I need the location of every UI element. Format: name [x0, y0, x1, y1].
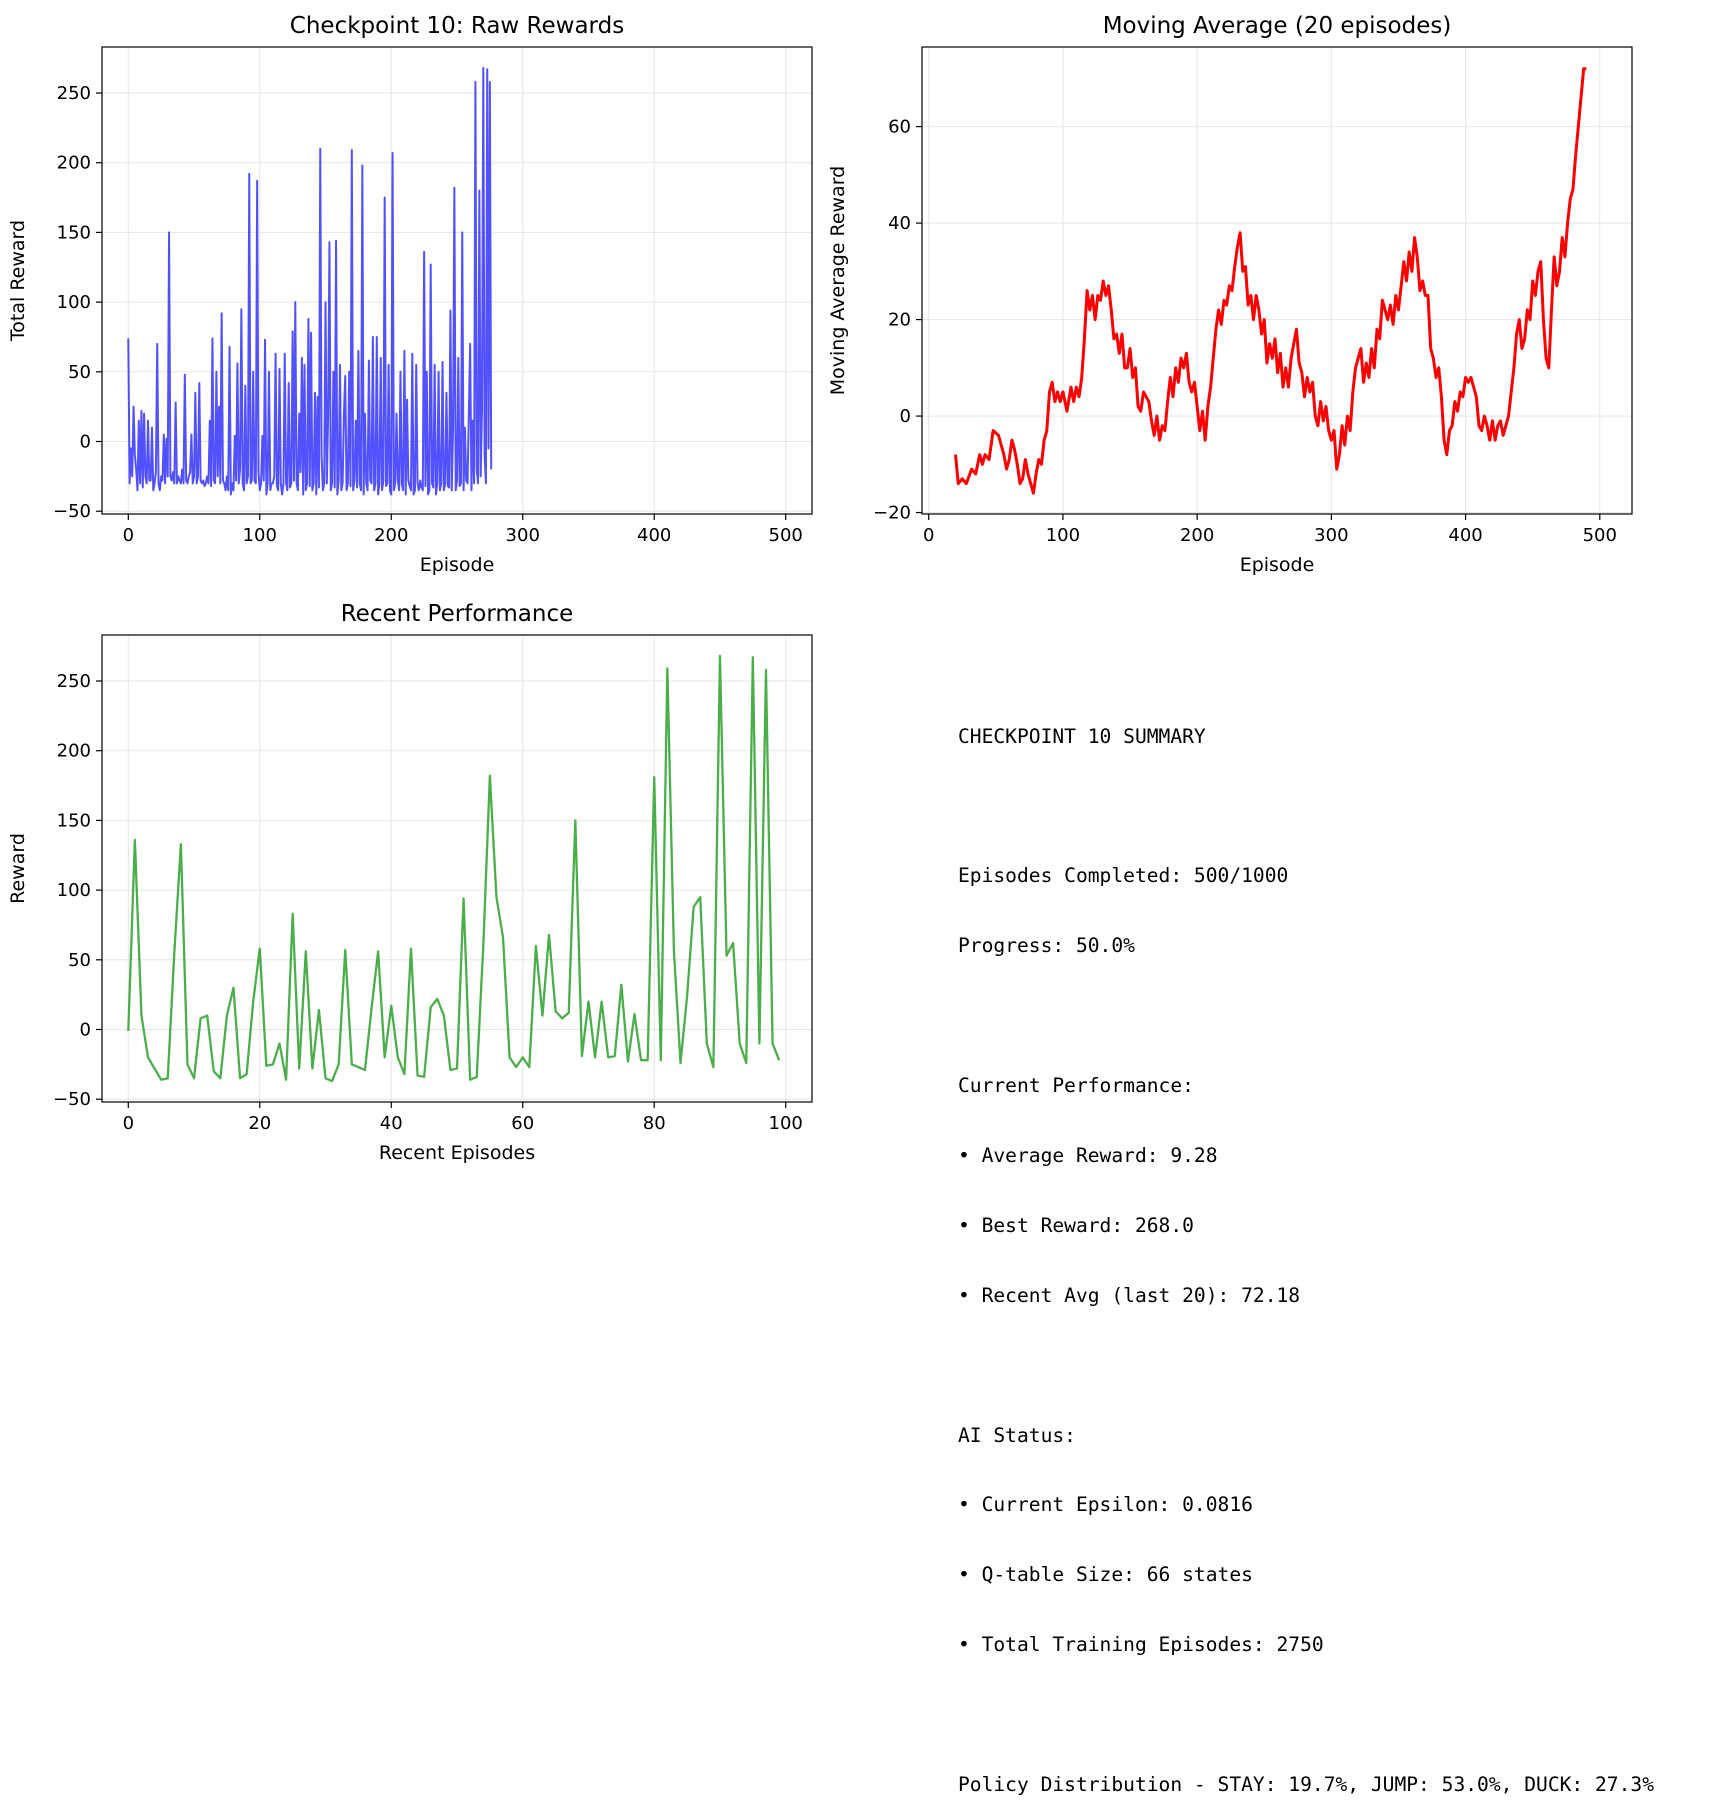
- summary-episodes: Episodes Completed: 500/1000: [958, 864, 1289, 888]
- summary-best-reward: • Best Reward: 268.0: [958, 1213, 1194, 1237]
- summary-policy-distribution: Policy Distribution - STAY: 19.7%, JUMP:…: [958, 1772, 1654, 1796]
- y-tick-label: 50: [68, 950, 91, 971]
- series-line: [127, 66, 493, 496]
- chart-title: Recent Performance: [341, 601, 574, 627]
- y-tick-label: 40: [888, 213, 911, 234]
- y-axis-label: Total Reward: [7, 220, 29, 342]
- x-tick-label: 80: [643, 1113, 666, 1134]
- x-tick-label: 200: [1180, 525, 1214, 546]
- y-tick-label: 250: [57, 83, 91, 104]
- y-tick-label: 200: [57, 741, 91, 762]
- y-axis-label: Reward: [7, 833, 29, 904]
- x-tick-label: 0: [923, 525, 934, 546]
- x-tick-label: 0: [123, 525, 134, 546]
- x-tick-label: 100: [243, 525, 277, 546]
- y-tick-label: 150: [57, 222, 91, 243]
- summary-performance-heading: Current Performance:: [958, 1074, 1194, 1098]
- summary-total-episodes: • Total Training Episodes: 2750: [958, 1633, 1324, 1657]
- y-tick-label: 250: [57, 671, 91, 692]
- y-tick-label: 50: [68, 362, 91, 383]
- summary-recent-average: • Recent Avg (last 20): 72.18: [958, 1283, 1301, 1307]
- checkpoint-summary: CHECKPOINT 10 SUMMARY Episodes Completed…: [958, 678, 1654, 1820]
- summary-epsilon: • Current Epsilon: 0.0816: [958, 1493, 1253, 1517]
- summary-average-reward: • Average Reward: 9.28: [958, 1143, 1218, 1167]
- summary-ai-status-heading: AI Status:: [958, 1423, 1076, 1447]
- y-tick-label: −20: [873, 503, 911, 524]
- summary-progress: Progress: 50.0%: [958, 934, 1135, 958]
- y-tick-label: 150: [57, 810, 91, 831]
- y-tick-label: 0: [80, 432, 91, 453]
- y-tick-label: 0: [900, 406, 911, 427]
- recent-performance-plot: 0 20 40 60 80 100 −50 0 50 100 150 200 250 Recent Per…: [7, 601, 813, 1164]
- x-tick-label: 100: [769, 1113, 803, 1134]
- x-axis-label: Recent Episodes: [379, 1142, 535, 1164]
- plot-frame: [101, 634, 813, 1103]
- y-tick-label: 0: [80, 1020, 91, 1041]
- x-tick-label: 400: [1448, 525, 1482, 546]
- x-tick-label: 40: [380, 1113, 403, 1134]
- x-tick-label: 20: [248, 1113, 271, 1134]
- y-tick-label: 100: [57, 880, 91, 901]
- x-axis-label: Episode: [1240, 554, 1315, 576]
- x-tick-label: 0: [123, 1113, 134, 1134]
- plot-frame: [921, 46, 1633, 515]
- chart-title: Checkpoint 10: Raw Rewards: [290, 13, 624, 39]
- x-tick-label: 300: [506, 525, 540, 546]
- y-tick-label: −50: [53, 501, 91, 522]
- x-tick-label: 200: [374, 525, 408, 546]
- y-tick-label: 60: [888, 117, 911, 138]
- y-axis-label: Moving Average Reward: [827, 166, 849, 396]
- chart-title: Moving Average (20 episodes): [1103, 13, 1452, 39]
- plot-frame: [101, 46, 813, 515]
- x-tick-label: 60: [511, 1113, 534, 1134]
- figure: 0 100 200 300 400 500−50050100150200250Checkp…: [7, 13, 1633, 1164]
- x-tick-label: 400: [637, 525, 671, 546]
- y-tick-label: −50: [53, 1089, 91, 1110]
- y-tick-label: 20: [888, 310, 911, 331]
- y-tick-label: 200: [57, 153, 91, 174]
- x-tick-label: 500: [769, 525, 803, 546]
- x-tick-label: 500: [1583, 525, 1617, 546]
- x-axis-label: Episode: [420, 554, 495, 576]
- summary-heading: CHECKPOINT 10 SUMMARY: [958, 724, 1206, 748]
- x-tick-label: 100: [1046, 525, 1080, 546]
- series-line: [127, 654, 781, 1083]
- moving-average-plot: 0 100 200 300 400 500 −20 0 20 40 60 Moving Average…: [827, 13, 1633, 576]
- series-line: [954, 67, 1587, 495]
- y-tick-label: 100: [57, 292, 91, 313]
- x-tick-label: 300: [1314, 525, 1348, 546]
- raw-rewards-plot: 0 100 200 300 400 500 −50 0 50 100 150 200 250 Checkp…: [7, 13, 813, 576]
- summary-qtable-size: • Q-table Size: 66 states: [958, 1563, 1253, 1587]
